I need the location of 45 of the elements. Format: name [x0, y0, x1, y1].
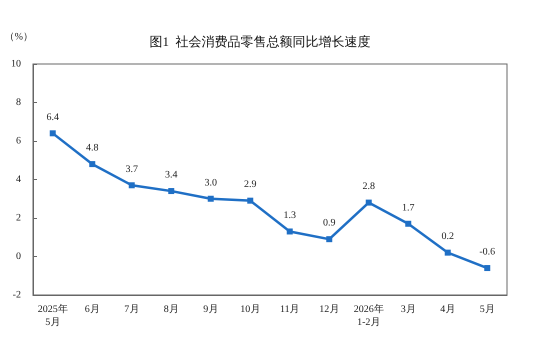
point [484, 265, 490, 272]
point [128, 182, 135, 188]
x-tick-label: 11月 [280, 304, 300, 315]
data-label: 2.9 [244, 179, 256, 190]
x-tick-label: 7月 [124, 304, 140, 315]
x-tick-label: 5月 [480, 304, 495, 315]
y-tick-label: 4 [16, 174, 21, 185]
data-label: 0.9 [323, 218, 336, 229]
data-label: -0.6 [479, 246, 496, 258]
data-label: 3.7 [126, 164, 138, 175]
y-tick-label: 10 [11, 58, 21, 70]
x-tick-label: 12月 [319, 304, 340, 315]
x-tick-label: 2025年 5月 [38, 303, 68, 328]
data-label: 1.3 [284, 210, 296, 221]
point [168, 188, 174, 194]
data-label: 6.4 [46, 112, 59, 123]
x-tick-label: 10月 [240, 304, 260, 315]
point [50, 130, 56, 136]
x-tick-label: 2026年 1-2月 [354, 303, 384, 328]
x-tick-label: 6月 [84, 304, 100, 315]
data-label: 3.4 [165, 170, 178, 181]
point [247, 198, 254, 204]
point [405, 220, 412, 227]
data-label: 0.2 [442, 231, 454, 242]
point [366, 200, 372, 206]
data-label: 3.0 [204, 177, 217, 188]
point [208, 196, 214, 202]
point [326, 236, 332, 242]
point [286, 228, 293, 234]
x-tick-label: 8月 [164, 304, 179, 315]
data-label: 1.7 [402, 202, 414, 214]
point [89, 161, 96, 168]
x-tick-label: 9月 [203, 304, 218, 315]
x-tick-label: 4月 [440, 304, 456, 315]
y-tick-label: 2 [16, 212, 21, 224]
y-tick-label: 6 [16, 136, 21, 146]
y-tick-label: 8 [16, 97, 21, 108]
y-tick-label: 0 [16, 251, 21, 262]
x-tick-label: 3月 [400, 304, 416, 315]
data-label: 2.8 [362, 181, 375, 192]
point [444, 250, 451, 256]
y-axis-title: （%） [4, 32, 33, 42]
data-label: 4.8 [86, 142, 98, 154]
chart-title: 图1 社会消费品零售总额同比增长速度 [150, 34, 370, 49]
y-tick-label: -2 [12, 290, 21, 300]
